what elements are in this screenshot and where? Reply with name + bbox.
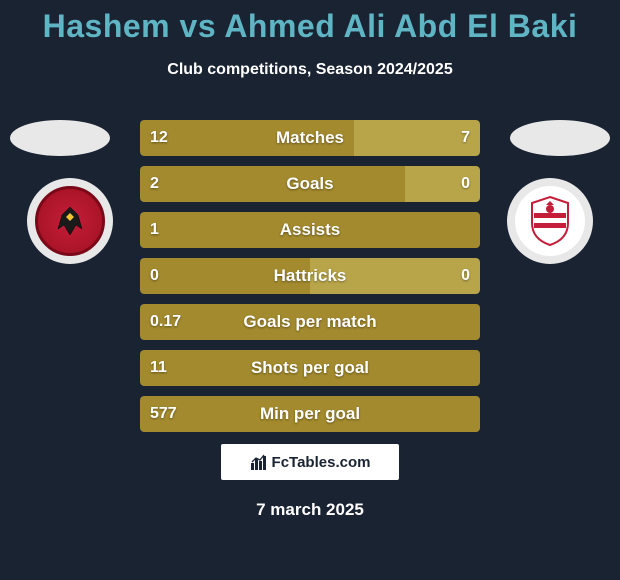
player-placeholder-left	[10, 120, 110, 156]
stat-row: 12 Matches 7	[140, 120, 480, 156]
stat-label: Assists	[280, 220, 340, 240]
chart-icon	[250, 453, 268, 471]
club-badge-right	[507, 178, 593, 264]
stat-label: Matches	[276, 128, 344, 148]
stat-value-left: 577	[150, 405, 177, 423]
stat-row: 577 Min per goal	[140, 396, 480, 432]
stat-value-left: 0	[150, 267, 159, 285]
club-badge-left	[27, 178, 113, 264]
ahly-crest-icon	[35, 186, 105, 256]
stat-value-left: 0.17	[150, 313, 181, 331]
fctables-logo[interactable]: FcTables.com	[221, 444, 399, 480]
stat-value-left: 1	[150, 221, 159, 239]
page-title: Hashem vs Ahmed Ali Abd El Baki	[0, 0, 620, 45]
stat-value-right: 7	[461, 129, 470, 147]
subtitle: Club competitions, Season 2024/2025	[0, 61, 620, 79]
stat-label: Goals per match	[243, 312, 376, 332]
stat-row: 11 Shots per goal	[140, 350, 480, 386]
stat-value-left: 11	[150, 359, 167, 377]
stat-label: Shots per goal	[251, 358, 369, 378]
stat-row: 0.17 Goals per match	[140, 304, 480, 340]
stat-row: 2 Goals 0	[140, 166, 480, 202]
zamalek-crest-icon	[515, 186, 585, 256]
stat-bar-left	[140, 166, 405, 202]
footer-brand-text: FcTables.com	[272, 454, 371, 471]
stats-bars: 12 Matches 7 2 Goals 0 1 Assists 0 Hattricks 0 0.17…	[140, 120, 480, 442]
stat-row: 1 Assists	[140, 212, 480, 248]
stat-value-right: 0	[461, 267, 470, 285]
stat-label: Goals	[286, 174, 333, 194]
stat-value-right: 0	[461, 175, 470, 193]
stat-value-left: 12	[150, 129, 168, 147]
stat-label: Min per goal	[260, 404, 360, 424]
date-text: 7 march 2025	[256, 500, 364, 520]
stat-label: Hattricks	[274, 266, 347, 286]
player-placeholder-right	[510, 120, 610, 156]
stat-row: 0 Hattricks 0	[140, 258, 480, 294]
stat-value-left: 2	[150, 175, 159, 193]
